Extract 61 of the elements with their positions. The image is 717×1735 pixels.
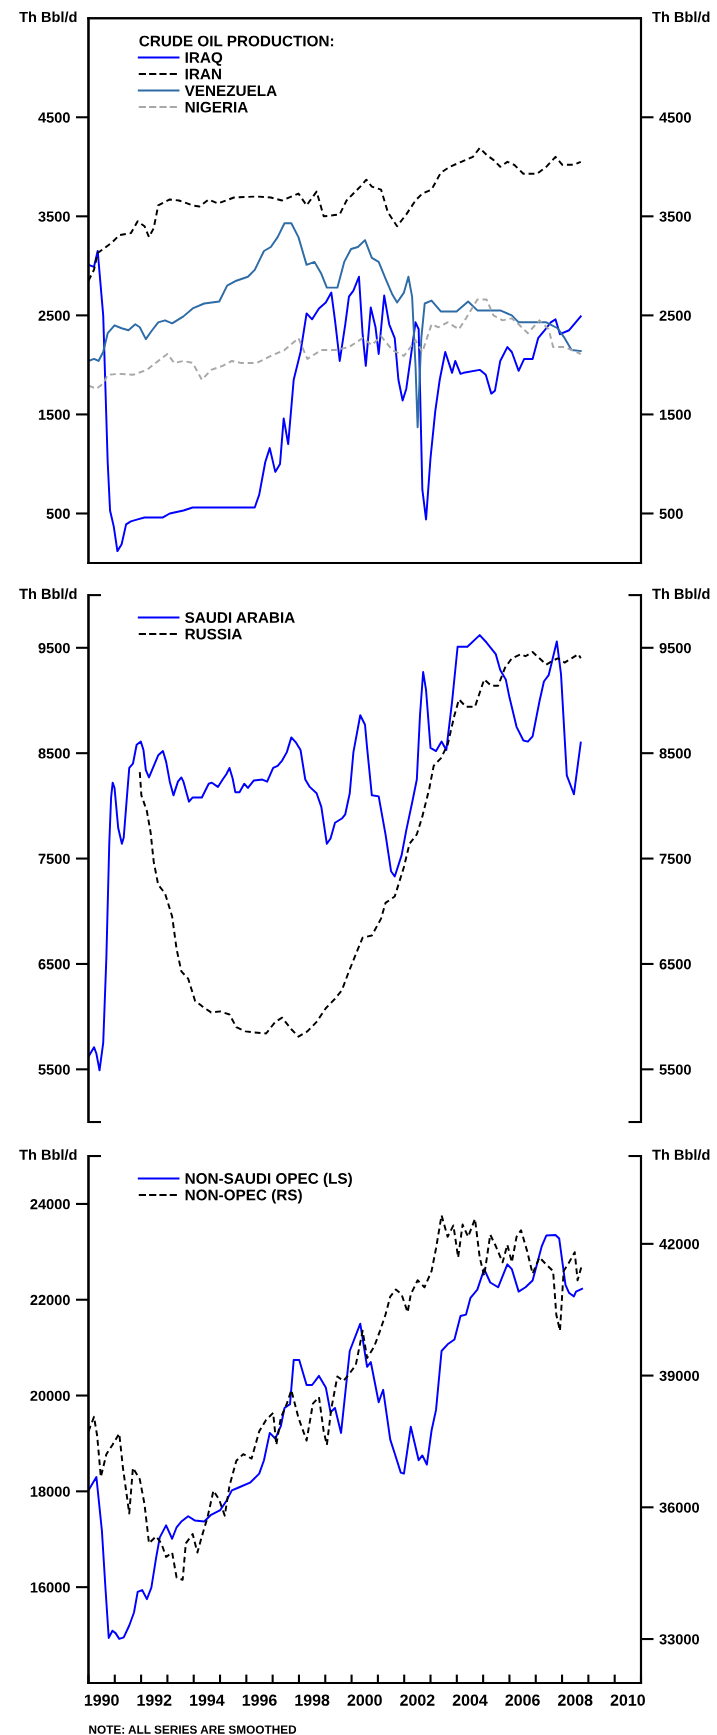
y2-tick-label: 8500 — [659, 748, 691, 759]
y-axis-title: Th Bbl/d — [19, 588, 77, 600]
y2-axis-title: Th Bbl/d — [652, 1149, 710, 1161]
y-tick-label: 9500 — [38, 642, 70, 654]
y-tick-label: 18000 — [30, 1486, 70, 1497]
y-tick-label: 1500 — [38, 409, 70, 420]
legend-label: IRAN — [185, 68, 221, 80]
legend-label: SAUDI ARABIA — [185, 612, 295, 623]
y-tick-label: 20000 — [30, 1390, 70, 1401]
y-tick-label: 6500 — [38, 959, 70, 970]
text: NOTE: ALL SERIES ARE SMOOTHED — [89, 1725, 297, 1734]
y2-tick-label: 1500 — [659, 409, 691, 420]
legend-label: IRAQ — [185, 52, 223, 66]
y2-axis-title: Th Bbl/d — [652, 11, 710, 23]
y2-tick-label: 33000 — [659, 1634, 700, 1645]
y-axis-title: Th Bbl/d — [19, 11, 77, 23]
line-series — [88, 222, 582, 429]
y2-tick-label: 36000 — [659, 1502, 700, 1513]
y2-tick-label: 6500 — [659, 959, 691, 970]
legend-title: CRUDE OIL PRODUCTION: — [139, 35, 334, 47]
y2-tick-label: 9500 — [659, 642, 691, 654]
legend-label: NON-OPEC (RS) — [185, 1189, 302, 1204]
x-tick-label: 2000 — [347, 1694, 382, 1706]
x-tick-label: 2006 — [505, 1694, 540, 1706]
line-series — [88, 250, 582, 553]
y-tick-label: 7500 — [38, 853, 70, 864]
y-tick-label: 5500 — [38, 1064, 70, 1075]
line-series — [138, 651, 582, 1038]
y-tick-label: 500 — [46, 508, 70, 519]
x-tick-label: 1990 — [84, 1694, 119, 1706]
legend-label: VENEZUELA — [184, 85, 277, 97]
y-tick-label: 24000 — [30, 1199, 70, 1210]
y-tick-label: 22000 — [30, 1294, 70, 1306]
x-tick-label: 1996 — [242, 1694, 277, 1706]
y-tick-label: 4500 — [38, 112, 70, 123]
legend-label: RUSSIA — [185, 628, 242, 640]
x-tick-label: 2002 — [400, 1694, 435, 1706]
y-axis-title: Th Bbl/d — [19, 1149, 77, 1161]
y-tick-label: 2500 — [38, 310, 70, 321]
x-tick-label: 2004 — [452, 1694, 488, 1706]
x-tick-label: 1994 — [190, 1694, 225, 1706]
y2-tick-label: 500 — [659, 508, 683, 519]
y2-tick-label: 39000 — [659, 1370, 700, 1382]
line-series — [88, 298, 582, 390]
x-tick-label: 2010 — [610, 1694, 645, 1706]
y2-tick-label: 7500 — [659, 853, 691, 864]
y2-tick-label: 4500 — [659, 112, 691, 123]
y2-tick-label: 3500 — [659, 211, 691, 222]
legend-label: NON-SAUDI OPEC (LS) — [185, 1172, 352, 1187]
y2-axis-title: Th Bbl/d — [652, 588, 710, 600]
x-tick-label: 1992 — [137, 1694, 172, 1706]
y2-tick-label: 5500 — [659, 1064, 691, 1075]
x-tick-label: 2008 — [558, 1694, 593, 1706]
y2-tick-label: 2500 — [659, 310, 691, 321]
y-tick-label: 16000 — [30, 1582, 70, 1593]
y-tick-label: 8500 — [38, 748, 70, 759]
y-tick-label: 3500 — [38, 211, 70, 222]
y2-tick-label: 42000 — [659, 1238, 700, 1250]
line-series — [88, 1234, 584, 1640]
x-tick-label: 1998 — [295, 1694, 330, 1706]
legend-label: NIGERIA — [185, 101, 248, 113]
